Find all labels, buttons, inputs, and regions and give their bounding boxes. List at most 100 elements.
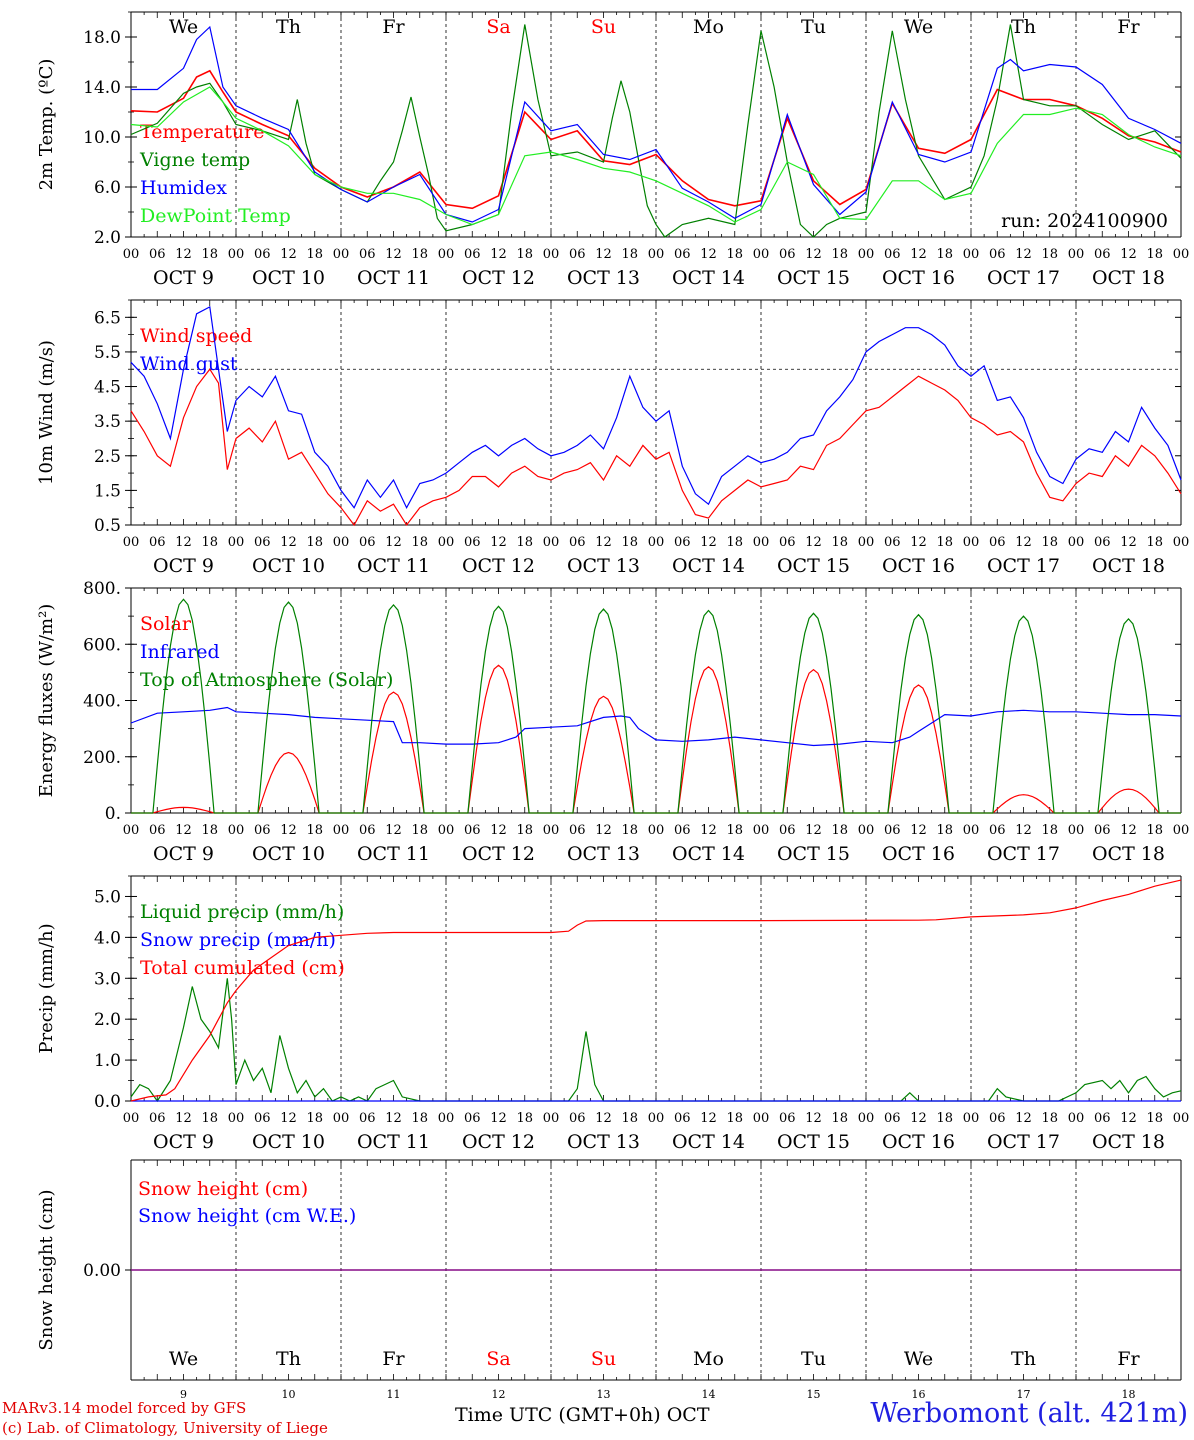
lab-credit: (c) Lab. of Climatology, University of L… (2, 1419, 328, 1437)
hour-label: 18 (516, 823, 533, 838)
date-label: OCT 17 (987, 267, 1060, 289)
y-tick-label: 400. (83, 692, 121, 712)
hour-label: 18 (1041, 1111, 1058, 1126)
hour-label: 06 (674, 247, 691, 262)
y-tick-label: 6.0 (94, 178, 121, 198)
chart-panel-4: 0.0 1.0 2.0 3.0 4.0 5.0 Precip (mm/h) Liquid pr… (36, 875, 1189, 1153)
hour-label: 18 (411, 823, 428, 838)
hour-label: 06 (149, 247, 166, 262)
day-name: Sa (486, 1348, 510, 1370)
hour-label: 18 (1146, 823, 1163, 838)
y-tick-label: 5.5 (94, 343, 121, 363)
date-label: OCT 9 (153, 1131, 214, 1153)
date-label: OCT 11 (357, 1131, 430, 1153)
hour-label: 06 (254, 247, 271, 262)
time-axis-label: Time UTC (GMT+0h) OCT (455, 1404, 710, 1426)
hour-label: 06 (779, 1111, 796, 1126)
hour-label: 06 (464, 823, 481, 838)
day-number: 16 (912, 1388, 926, 1401)
hour-label: 00 (1068, 247, 1085, 262)
day-name: We (169, 16, 198, 38)
hour-label: 06 (674, 823, 691, 838)
hour-label: 18 (306, 1111, 323, 1126)
hour-label: 00 (858, 823, 875, 838)
legend-snow-height-cm-w-e: Snow height (cm W.E.) (138, 1205, 356, 1227)
hour-label: 00 (648, 247, 665, 262)
hour-label: 18 (726, 247, 743, 262)
hour-label: 12 (1015, 535, 1032, 550)
hour-label: 12 (700, 1111, 717, 1126)
series-line-top-of-atmosphere-solar (131, 598, 1181, 814)
hour-label: 06 (779, 535, 796, 550)
hour-label: 06 (569, 247, 586, 262)
hour-label: 18 (201, 823, 218, 838)
legend-wind-gust: Wind gust (140, 353, 238, 375)
date-label: OCT 17 (987, 1131, 1060, 1153)
y-tick-label: 2.0 (94, 1010, 121, 1030)
day-number: 10 (282, 1388, 296, 1401)
hour-label: 18 (516, 247, 533, 262)
date-label: OCT 18 (1092, 267, 1165, 289)
hour-label: 00 (543, 247, 560, 262)
day-name: Fr (1117, 16, 1140, 38)
date-label: OCT 15 (777, 267, 850, 289)
hour-label: 12 (805, 535, 822, 550)
hour-label: 00 (648, 823, 665, 838)
hour-label: 12 (175, 535, 192, 550)
hour-label: 06 (884, 535, 901, 550)
hour-label: 18 (1041, 535, 1058, 550)
hour-label: 12 (1015, 1111, 1032, 1126)
day-name: Fr (1117, 1348, 1140, 1370)
hour-label: 18 (516, 535, 533, 550)
day-name: Fr (382, 1348, 405, 1370)
day-number: 11 (387, 1388, 401, 1401)
hour-label: 18 (1146, 247, 1163, 262)
hour-label: 00 (753, 1111, 770, 1126)
hour-label: 12 (700, 247, 717, 262)
day-number: 17 (1017, 1388, 1031, 1401)
legend-temperature: Temperature (140, 121, 264, 143)
hour-label: 00 (753, 247, 770, 262)
hour-label: 12 (1120, 1111, 1137, 1126)
series-line-dewpoint-temp (130, 86, 1182, 226)
hour-label: 00 (123, 823, 140, 838)
y-tick-label: 0.5 (94, 516, 121, 536)
date-label: OCT 10 (252, 1131, 325, 1153)
chart-panel-1: 2.0 6.0 10.0 14.0 18.0 2m Temp. (ºC) Temperatu… (36, 11, 1189, 289)
day-name: Tu (801, 1348, 826, 1370)
hour-label: 00 (753, 535, 770, 550)
hour-label: 18 (936, 823, 953, 838)
hour-label: 18 (831, 247, 848, 262)
hour-label: 00 (228, 1111, 245, 1126)
y-axis-label: 10m Wind (m/s) (36, 340, 57, 485)
y-tick-label: 3.0 (94, 969, 121, 989)
hour-label: 00 (438, 1111, 455, 1126)
series-line-humidex (131, 25, 1182, 223)
hour-label: 06 (359, 535, 376, 550)
hour-label: 06 (359, 1111, 376, 1126)
hour-label: 06 (149, 823, 166, 838)
chart-panel-5: 0.00 Snow height (cm) Snow height (cm) Snow… (36, 1159, 1182, 1401)
hour-label: 12 (595, 1111, 612, 1126)
day-name: We (904, 16, 933, 38)
y-tick-label: 4.5 (94, 378, 121, 398)
date-label: OCT 18 (1092, 555, 1165, 577)
y-tick-label: 2.5 (94, 447, 121, 467)
hour-label: 12 (1120, 823, 1137, 838)
day-name: Th (1011, 16, 1036, 38)
hour-label: 18 (621, 823, 638, 838)
hour-label: 12 (805, 247, 822, 262)
hour-label: 12 (385, 823, 402, 838)
date-label: OCT 11 (357, 555, 430, 577)
hour-label: 18 (201, 1111, 218, 1126)
hour-label: 06 (254, 535, 271, 550)
hour-label: 18 (936, 1111, 953, 1126)
hour-label: 00 (858, 535, 875, 550)
series-line-vigne-temp (130, 24, 1182, 238)
hour-label: 12 (805, 823, 822, 838)
hour-label: 00 (1173, 823, 1190, 838)
y-tick-label: 600. (83, 635, 121, 655)
hour-label: 18 (516, 1111, 533, 1126)
hour-label: 00 (963, 823, 980, 838)
hour-label: 12 (490, 535, 507, 550)
